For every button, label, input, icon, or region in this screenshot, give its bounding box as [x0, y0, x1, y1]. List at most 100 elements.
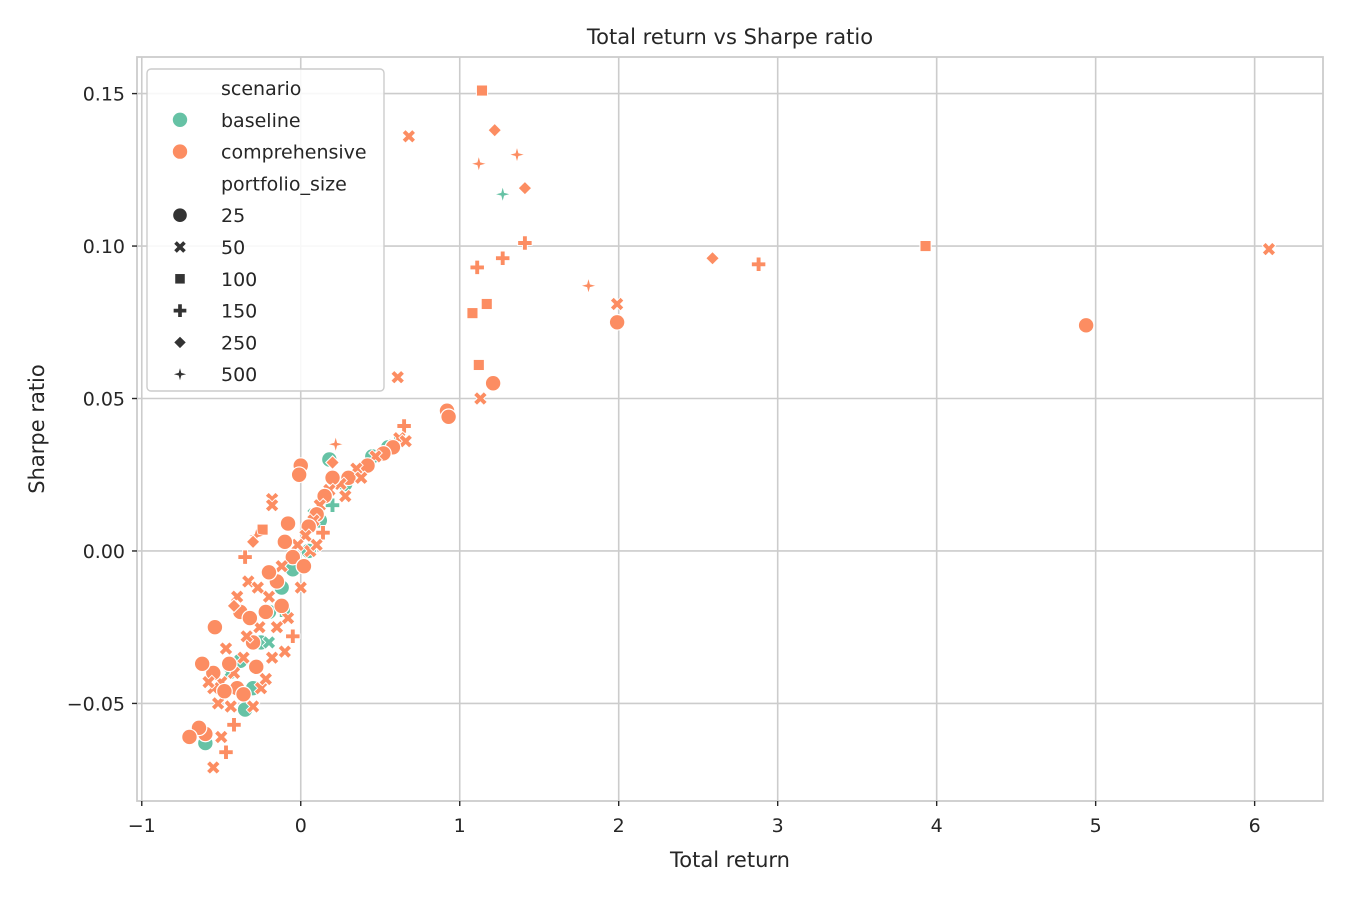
data-point-baseline [261, 635, 277, 650]
data-point-comprehensive [235, 685, 252, 703]
data-point-comprehensive [475, 84, 489, 97]
data-point-comprehensive [469, 259, 485, 276]
data-point-comprehensive [472, 391, 488, 406]
data-point-comprehensive [495, 250, 511, 266]
legend-label-size-25: 25 [221, 205, 245, 227]
legend-marker-comprehensive [171, 143, 189, 161]
data-point-comprehensive [193, 655, 211, 673]
data-point-comprehensive [337, 488, 353, 504]
legend-box [146, 68, 385, 392]
data-point-comprehensive [218, 744, 234, 760]
data-point-comprehensive [260, 563, 278, 581]
data-point-comprehensive [609, 296, 625, 312]
data-point-comprehensive [480, 297, 493, 311]
data-point-comprehensive [353, 470, 369, 486]
legend-marker-size-25 [171, 207, 189, 224]
data-point-comprehensive [295, 557, 313, 575]
data-point-comprehensive [472, 358, 485, 372]
legend-label-size-50: 50 [221, 237, 245, 259]
x-tick-label: 3 [772, 815, 784, 837]
legend-label-size-500: 500 [221, 364, 257, 386]
data-point-comprehensive [517, 180, 533, 196]
legend-label-size-100: 100 [221, 269, 257, 291]
x-axis-label: Total return [669, 848, 790, 872]
data-point-comprehensive [309, 537, 325, 553]
data-point-comprehensive [257, 603, 275, 621]
legend-marker-size-150 [172, 303, 188, 318]
data-point-comprehensive [210, 695, 226, 711]
data-point-baseline [493, 184, 513, 204]
data-point-comprehensive [284, 548, 302, 566]
x-tick-label: −1 [128, 815, 156, 837]
data-point-comprehensive [466, 306, 479, 320]
axis-ticks: −1 0 1 2 3 4 5 6 −0.05 0.00 0.05 0.10 0.15 [67, 84, 1261, 837]
chart-title: Total return vs Sharpe ratio [586, 25, 873, 49]
y-tick-label: 0.05 [83, 389, 125, 411]
data-point-comprehensive [269, 619, 285, 635]
data-point-comprehensive [750, 256, 767, 272]
data-point-comprehensive [1077, 316, 1095, 334]
data-point-comprehensive [216, 682, 233, 700]
data-point-comprehensive [264, 650, 280, 666]
data-point-comprehensive [398, 433, 414, 449]
data-point-comprehensive [226, 598, 242, 614]
data-point-comprehensive [279, 515, 297, 532]
data-point-comprehensive [326, 434, 346, 454]
data-point-comprehensive [277, 644, 293, 660]
data-point-comprehensive [290, 466, 308, 484]
legend-marker-size-250 [172, 335, 188, 350]
legend-title-portfolio-size: portfolio_size [221, 173, 347, 195]
data-point-comprehensive [919, 239, 932, 253]
data-point-comprehensive [396, 418, 412, 434]
data-point-comprehensive [469, 154, 489, 174]
data-point-comprehensive [226, 717, 242, 733]
y-axis-label: Sharpe ratio [25, 364, 49, 494]
data-point-comprehensive [241, 609, 259, 627]
legend: scenario baseline comprehensive portfolio_s… [146, 68, 385, 392]
x-tick-label: 4 [931, 815, 943, 837]
data-points [181, 84, 1277, 775]
data-point-comprehensive [218, 641, 234, 656]
data-point-comprehensive [285, 628, 301, 644]
x-tick-label: 1 [454, 815, 466, 837]
data-point-comprehensive [274, 558, 290, 574]
data-point-comprehensive [293, 580, 309, 595]
data-point-comprehensive [390, 369, 406, 385]
data-point-comprehensive [704, 250, 721, 266]
data-point-comprehensive [401, 128, 417, 144]
data-point-comprehensive [223, 699, 239, 714]
legend-marker-size-50 [172, 239, 188, 255]
legend-title-scenario: scenario [221, 78, 301, 100]
data-point-comprehensive [250, 580, 266, 595]
y-tick-label: 0.00 [83, 541, 125, 563]
legend-marker-size-500 [170, 365, 190, 384]
data-point-comprehensive [440, 408, 458, 426]
y-tick-label: 0.10 [83, 236, 125, 258]
data-point-comprehensive [239, 628, 255, 644]
legend-label-baseline: baseline [221, 110, 301, 132]
data-point-comprehensive [315, 525, 331, 541]
y-tick-label: −0.05 [67, 693, 125, 715]
data-point-comprehensive [487, 122, 503, 138]
data-point-comprehensive [1261, 241, 1277, 257]
x-tick-label: 0 [295, 815, 307, 837]
legend-marker-baseline [171, 111, 189, 129]
x-tick-label: 2 [613, 815, 625, 837]
y-tick-label: 0.15 [83, 84, 125, 106]
data-point-comprehensive [608, 313, 626, 331]
x-tick-label: 5 [1090, 815, 1102, 837]
data-point-comprehensive [264, 497, 280, 513]
data-point-comprehensive [213, 729, 229, 745]
legend-marker-size-100 [174, 272, 186, 285]
data-point-comprehensive [181, 728, 198, 746]
data-point-comprehensive [324, 454, 341, 471]
data-point-comprehensive [236, 650, 251, 666]
x-tick-label: 6 [1249, 815, 1261, 837]
grid [137, 57, 1323, 801]
data-point-comprehensive [273, 597, 291, 615]
data-point-comprehensive [206, 618, 224, 636]
data-point-comprehensive [276, 533, 294, 551]
plot-frame [136, 56, 1324, 802]
data-point-comprehensive [245, 534, 261, 550]
